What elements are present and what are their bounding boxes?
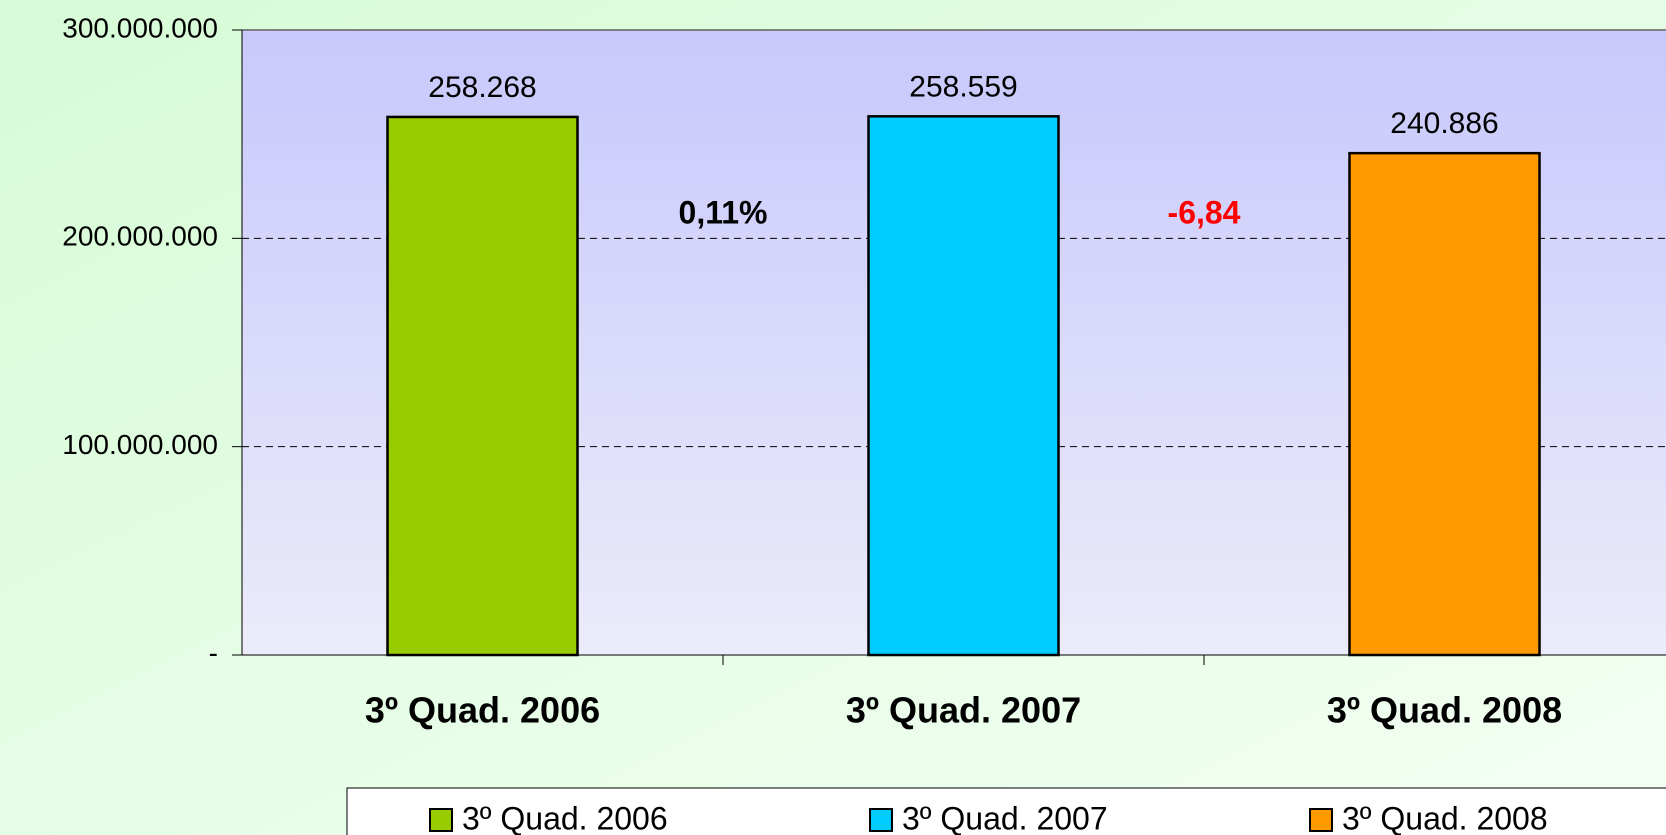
legend-swatch <box>1309 808 1333 832</box>
annotation: 0,11% <box>679 194 768 230</box>
x-tick-label: 3º Quad. 2006 <box>365 690 600 731</box>
y-tick-label: 100.000.000 <box>62 429 218 460</box>
y-tick-label: 300.000.000 <box>62 12 218 43</box>
y-tick-label: - <box>209 637 218 668</box>
x-tick-label: 3º Quad. 2007 <box>846 690 1081 731</box>
bar <box>867 115 1060 657</box>
legend-label: 3º Quad. 2007 <box>902 800 1108 835</box>
legend-swatch <box>429 808 453 832</box>
value-label: 258.559 <box>909 70 1017 103</box>
legend-label: 3º Quad. 2008 <box>1342 800 1548 835</box>
value-label: 240.886 <box>1390 107 1498 140</box>
x-tick-label: 3º Quad. 2008 <box>1327 690 1562 731</box>
annotation: -6,84 <box>1168 194 1241 230</box>
bar <box>1348 151 1541 657</box>
legend-box <box>346 787 1666 835</box>
legend-swatch <box>869 808 893 832</box>
legend-label: 3º Quad. 2006 <box>462 800 668 835</box>
bar <box>386 115 579 657</box>
value-label: 258.268 <box>428 71 536 104</box>
y-tick-label: 200.000.000 <box>62 221 218 252</box>
